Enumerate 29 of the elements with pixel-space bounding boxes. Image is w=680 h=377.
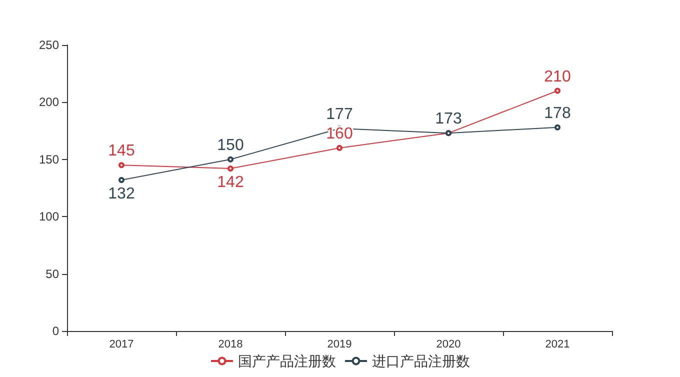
legend-label: 国产产品注册数 (238, 353, 336, 369)
point (118, 176, 124, 183)
point (228, 156, 234, 162)
point (554, 124, 560, 130)
x-tick-label: 2018 (218, 338, 243, 350)
data-label: 177 (326, 106, 353, 124)
data-label: 145 (108, 142, 135, 160)
data-label: 132 (108, 185, 135, 202)
data-label: 150 (217, 136, 244, 154)
point (554, 88, 560, 94)
x-tick-label: 2019 (327, 338, 352, 350)
data-label: 173 (435, 110, 462, 128)
point (336, 144, 342, 151)
data-label: 178 (544, 104, 571, 122)
legend-label: 进口产品注册数 (372, 353, 470, 369)
y-tick-label: 150 (38, 152, 60, 166)
data-label: 210 (544, 68, 571, 86)
point (118, 162, 124, 168)
y-tick-label: 50 (46, 266, 60, 281)
x-tick-label: 2020 (436, 338, 461, 350)
y-tick-label: 0 (52, 324, 60, 338)
y-tick-label: 100 (38, 210, 60, 224)
data-label: 160 (326, 125, 353, 142)
y-tick-label: 250 (38, 38, 60, 52)
x-tick-label: 2017 (109, 338, 134, 350)
y-tick-label: 200 (38, 95, 60, 110)
data-label: 142 (217, 174, 244, 192)
x-tick-label: 2021 (545, 338, 570, 350)
point (228, 166, 234, 172)
